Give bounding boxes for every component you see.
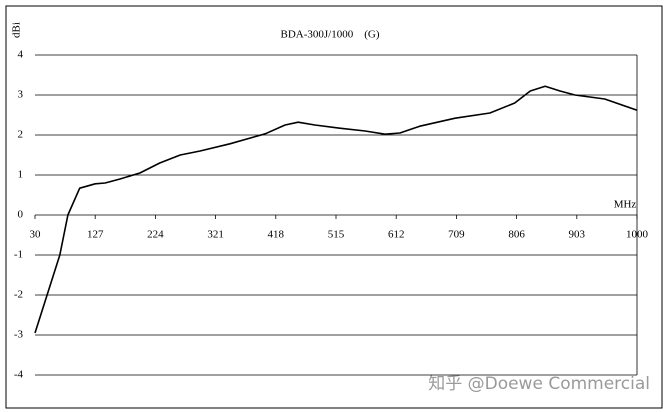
x-tick-label: 418 <box>268 229 285 241</box>
y-axis-label: dBi <box>11 22 23 38</box>
y-tick-label: -1 <box>14 249 23 261</box>
x-tick-label: 806 <box>508 229 525 241</box>
y-tick-label: 1 <box>18 169 24 181</box>
frame <box>5 5 663 409</box>
x-tick-label: 321 <box>207 229 224 241</box>
x-tick-label: 612 <box>388 229 405 241</box>
x-tick-label: 127 <box>87 229 104 241</box>
x-axis-label: MHz <box>614 199 637 211</box>
x-tick-label: 903 <box>569 229 586 241</box>
x-tick-label: 1000 <box>626 229 649 241</box>
x-tick-label: 515 <box>328 229 345 241</box>
x-tick-label: 30 <box>30 229 42 241</box>
watermark: 知乎 @Doewe Commercial <box>428 374 650 394</box>
y-tick-label: -3 <box>14 329 24 341</box>
y-tick-label: 2 <box>18 129 24 141</box>
y-tick-label: 3 <box>18 89 24 101</box>
y-tick-label: 4 <box>18 49 24 61</box>
x-tick-label: 709 <box>448 229 465 241</box>
x-tick-label: 224 <box>147 229 164 241</box>
chart-title: BDA-300J/1000 (G) <box>281 29 380 41</box>
data-line <box>34 85 638 334</box>
y-tick-label: -4 <box>14 369 24 381</box>
y-tick-label: -2 <box>14 289 23 301</box>
y-tick-label: 0 <box>18 209 24 221</box>
